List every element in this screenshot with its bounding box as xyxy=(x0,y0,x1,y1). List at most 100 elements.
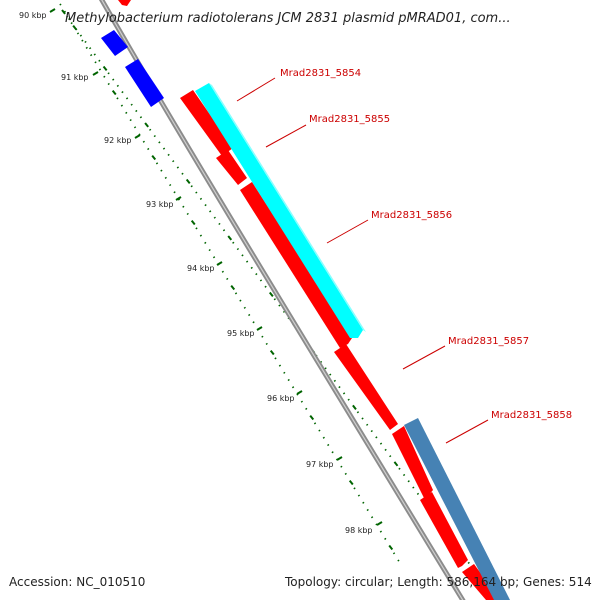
minor-tick-mark xyxy=(65,15,69,18)
inner-dot xyxy=(81,39,84,42)
inner-dot xyxy=(195,227,198,230)
inner-dot xyxy=(234,292,238,295)
minor-tick-mark xyxy=(361,417,364,420)
kbp-label-tick xyxy=(256,326,263,331)
cds-mrad2831-5854 xyxy=(195,83,363,338)
kbp-label-tick xyxy=(92,71,99,76)
kbp-label-tick xyxy=(134,134,141,139)
minor-tick-mark xyxy=(88,47,92,50)
inner-dot xyxy=(344,472,347,476)
cds-mrad2831-5858-red xyxy=(392,426,433,498)
minor-tick-mark xyxy=(130,103,133,106)
major-tick-mark xyxy=(185,178,191,184)
major-tick-mark xyxy=(144,122,149,128)
inner-dot xyxy=(76,32,80,35)
gene-leader-lines xyxy=(236,77,489,444)
minor-tick-mark xyxy=(139,116,143,119)
gene-label-5857[interactable]: Mrad2831_5857 xyxy=(448,336,529,347)
gene-label-5855[interactable]: Mrad2831_5855 xyxy=(309,114,390,125)
major-tick-mark xyxy=(352,404,357,410)
minor-tick-mark xyxy=(125,97,129,100)
inner-dot xyxy=(384,537,387,540)
minor-tick-mark xyxy=(181,172,184,175)
inner-dot xyxy=(155,162,159,165)
minor-tick-mark xyxy=(79,34,83,37)
tick-label-96: 96 kbp xyxy=(267,394,295,403)
reverse-cds-block xyxy=(101,30,128,56)
kbp-label-tick xyxy=(49,8,56,13)
minor-tick-mark xyxy=(259,279,263,282)
minor-tick-mark xyxy=(241,254,244,257)
cds-mrad2831-5854-edge xyxy=(209,83,366,332)
minor-tick-mark xyxy=(273,298,276,301)
gene-label-5858[interactable]: Mrad2831_5858 xyxy=(491,410,572,421)
minor-tick-mark xyxy=(347,398,350,401)
minor-tick-mark xyxy=(366,423,369,426)
inner-major-tick xyxy=(111,90,117,96)
inner-dot xyxy=(164,176,167,179)
kbp-label-tick xyxy=(296,390,303,395)
gene-label-5856[interactable]: Mrad2831_5856 xyxy=(371,210,452,221)
cds-forward-lower xyxy=(420,492,468,568)
minor-tick-mark xyxy=(84,40,87,44)
minor-tick-mark xyxy=(412,486,415,489)
inner-dot xyxy=(375,523,378,526)
leader-line-5854 xyxy=(236,77,276,102)
minor-tick-mark xyxy=(467,561,470,564)
minor-tick-mark xyxy=(389,455,392,458)
major-tick-mark xyxy=(227,235,233,241)
major-tick-mark xyxy=(61,9,66,15)
minor-tick-mark xyxy=(153,134,156,138)
inner-dot xyxy=(182,205,185,208)
minor-tick-mark xyxy=(282,310,286,313)
minor-tick-mark xyxy=(338,386,341,389)
minor-tick-mark xyxy=(333,379,336,382)
tick-label-90: 90 kbp xyxy=(19,11,47,20)
inner-dot xyxy=(248,313,251,317)
inner-major-tick xyxy=(348,479,354,486)
minor-tick-mark xyxy=(195,191,198,194)
minor-tick-mark xyxy=(232,241,235,244)
minor-tick-mark xyxy=(158,141,161,144)
inner-dot xyxy=(186,212,189,216)
minor-tick-mark xyxy=(324,367,327,370)
inner-dot xyxy=(283,371,286,374)
inner-dot xyxy=(133,126,137,129)
inner-dot xyxy=(353,487,356,490)
inner-dot xyxy=(199,234,203,237)
minor-tick-mark xyxy=(375,436,378,439)
inner-dot xyxy=(103,75,106,78)
inner-dot xyxy=(90,53,93,57)
gene-label-5854[interactable]: Mrad2831_5854 xyxy=(280,68,361,79)
inner-dot xyxy=(239,299,242,302)
accession-label: Accession: NC_010510 xyxy=(9,575,145,589)
tick-label-97: 97 kbp xyxy=(306,460,334,469)
leader-line-5857 xyxy=(402,345,446,370)
inner-major-tick xyxy=(151,155,157,161)
inner-dot xyxy=(327,443,330,447)
inner-major-tick xyxy=(309,414,315,421)
inner-major-tick xyxy=(230,284,236,291)
minor-tick-mark xyxy=(70,21,73,25)
inner-dot xyxy=(274,357,277,360)
cds-mrad2831-5858 xyxy=(404,418,510,600)
kbp-label-tick xyxy=(175,196,182,201)
minor-tick-mark xyxy=(218,222,221,226)
minor-tick-mark xyxy=(135,109,138,113)
inner-dot xyxy=(397,559,400,562)
leader-line-5856 xyxy=(326,219,369,244)
inner-dot xyxy=(98,68,102,71)
inner-major-tick xyxy=(269,349,275,356)
major-tick-mark xyxy=(268,291,274,297)
inner-dot xyxy=(173,191,176,194)
minor-tick-mark xyxy=(342,392,346,395)
inner-dot xyxy=(318,429,321,432)
forward-cds-fragment xyxy=(118,0,131,6)
inner-dot xyxy=(331,451,334,454)
map-title: Methylobacterium radiotolerans JCM 2831 … xyxy=(65,11,511,26)
inner-dot xyxy=(265,342,268,346)
genome-backbone-highlight xyxy=(101,0,464,600)
tick-label-93: 93 kbp xyxy=(146,200,174,209)
minor-tick-mark xyxy=(236,247,240,251)
inner-dot xyxy=(305,407,308,411)
